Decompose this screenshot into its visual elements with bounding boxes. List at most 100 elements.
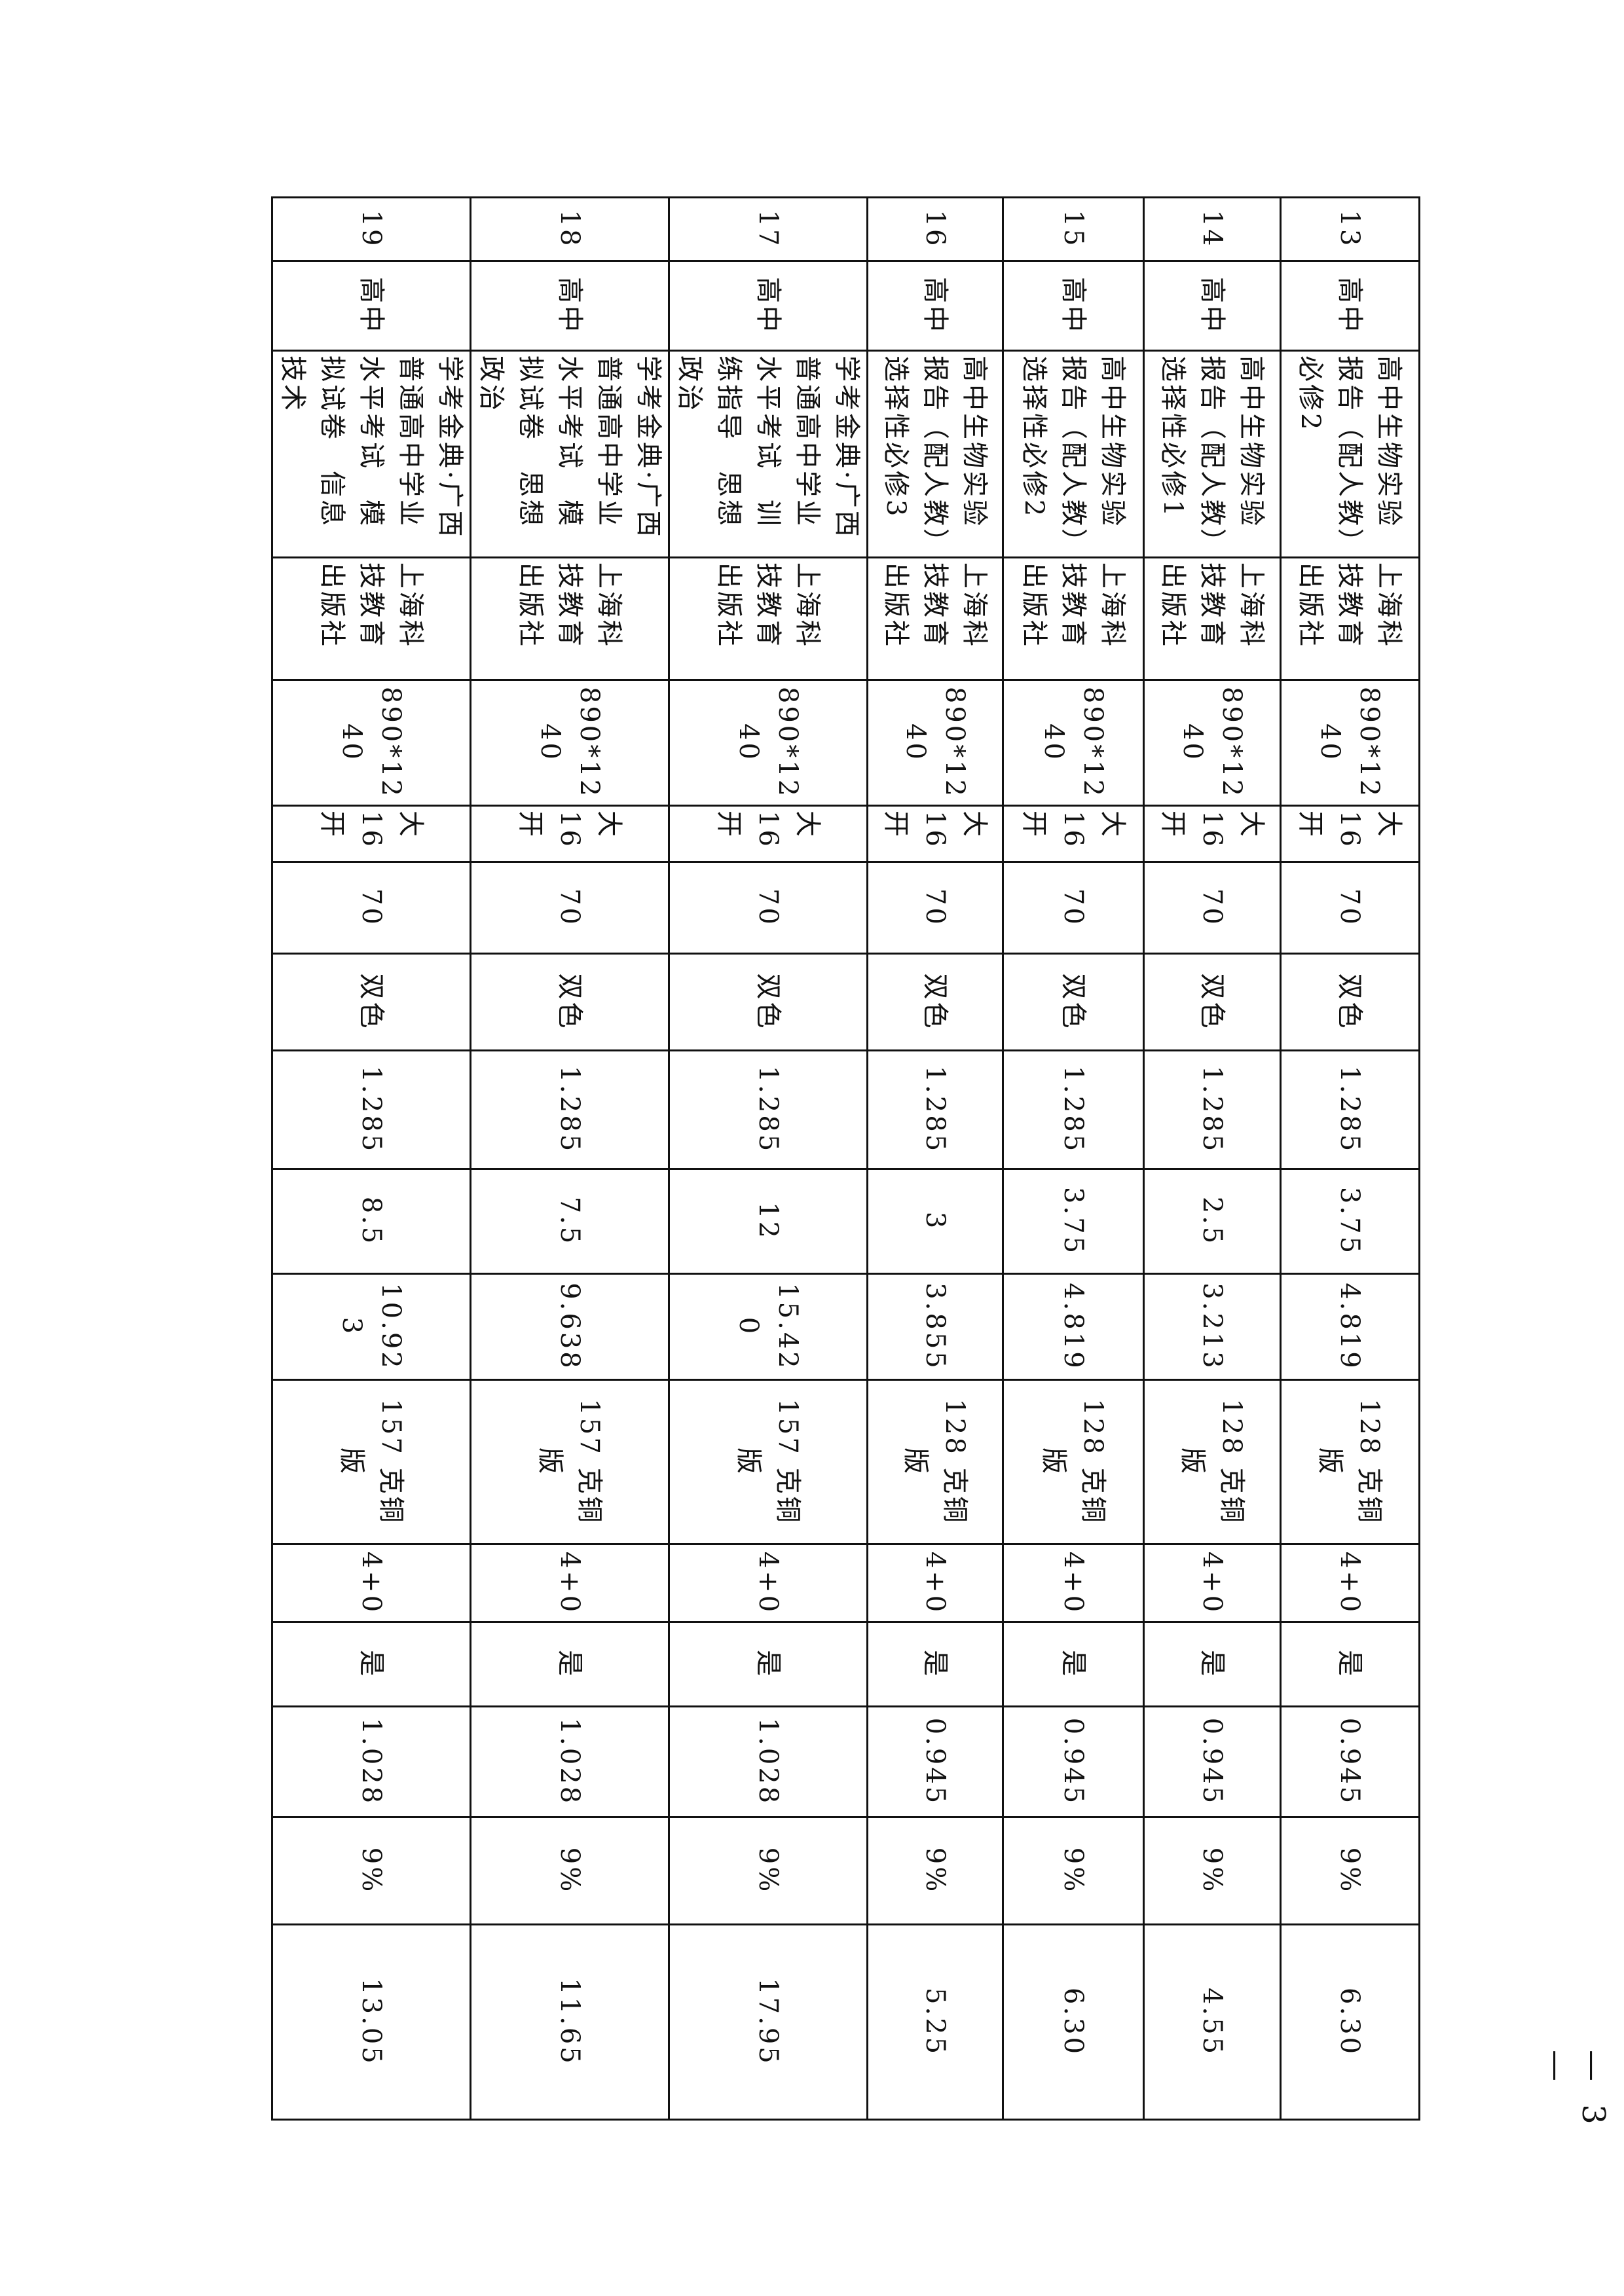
- cell-a: 70: [867, 862, 1003, 954]
- cell-print: 4+0: [272, 1544, 471, 1622]
- cell-level: 高中: [470, 261, 669, 351]
- cell-no: 17: [669, 197, 868, 261]
- cell-price: 4.55: [1143, 1924, 1281, 2120]
- cell-color: 双色: [272, 953, 471, 1051]
- cell-paper: 157 克铜版: [272, 1379, 471, 1544]
- cell-color: 双色: [1143, 953, 1281, 1051]
- cell-print: 4+0: [1003, 1544, 1144, 1622]
- cell-level: 高中: [867, 261, 1003, 351]
- cell-publisher: 上海科技教育出版社: [470, 557, 669, 680]
- cell-format: 大16开: [272, 805, 471, 862]
- cell-rate: 9%: [470, 1817, 669, 1925]
- cell-c: 3: [867, 1169, 1003, 1274]
- table-row: 16 高中 高中生物实验报告（配人教）选择性必修3 上海科技教育出版社 890*1240…: [867, 197, 1003, 2120]
- cell-publisher: 上海科技教育出版社: [272, 557, 471, 680]
- cell-size: 890*1240: [669, 680, 868, 806]
- cell-e: 0.945: [1003, 1706, 1144, 1817]
- cell-a: 70: [669, 862, 868, 954]
- cell-rate: 9%: [272, 1817, 471, 1925]
- cell-price: 11.65: [470, 1924, 669, 2120]
- cell-paper: 157 克铜版: [470, 1379, 669, 1544]
- cell-paper: 128 克铜版: [1143, 1379, 1281, 1544]
- cell-d: 9.638: [470, 1273, 669, 1380]
- cell-a: 70: [1003, 862, 1144, 954]
- cell-level: 高中: [669, 261, 868, 351]
- cell-title: 学考金典·广西普通高中学业水平考试 模拟试卷 思想政治: [470, 350, 669, 558]
- cell-a: 70: [1280, 862, 1420, 954]
- cell-no: 19: [272, 197, 471, 261]
- cell-e: 0.945: [867, 1706, 1003, 1817]
- cell-b: 1.285: [470, 1050, 669, 1169]
- cell-d: 15.420: [669, 1273, 868, 1380]
- cell-level: 高中: [272, 261, 471, 351]
- cell-d: 3.213: [1143, 1273, 1281, 1380]
- cell-yes: 是: [867, 1622, 1003, 1707]
- cell-paper: 128 克铜版: [1003, 1379, 1144, 1544]
- cell-yes: 是: [669, 1622, 868, 1707]
- cell-print: 4+0: [1143, 1544, 1281, 1622]
- cell-paper: 128 克铜版: [867, 1379, 1003, 1544]
- cell-a: 70: [470, 862, 669, 954]
- cell-rate: 9%: [867, 1817, 1003, 1925]
- cell-price: 17.95: [669, 1924, 868, 2120]
- cell-yes: 是: [1143, 1622, 1281, 1707]
- cell-rate: 9%: [1280, 1817, 1420, 1925]
- cell-print: 4+0: [1280, 1544, 1420, 1622]
- cell-b: 1.285: [1003, 1050, 1144, 1169]
- cell-level: 高中: [1003, 261, 1144, 351]
- cell-format: 大16开: [1143, 805, 1281, 862]
- cell-no: 16: [867, 197, 1003, 261]
- cell-print: 4+0: [867, 1544, 1003, 1622]
- cell-no: 13: [1280, 197, 1420, 261]
- cell-no: 14: [1143, 197, 1281, 261]
- cell-price: 13.05: [272, 1924, 471, 2120]
- cell-c: 12: [669, 1169, 868, 1274]
- cell-c: 2.5: [1143, 1169, 1281, 1274]
- rotated-table-container: 13 高中 高中生物实验报告（配人教）必修2 上海科技教育出版社 890*1240 大16…: [272, 196, 1420, 2120]
- cell-color: 双色: [867, 953, 1003, 1051]
- cell-a: 70: [272, 862, 471, 954]
- cell-level: 高中: [1143, 261, 1281, 351]
- cell-paper: 128 克铜版: [1280, 1379, 1420, 1544]
- cell-b: 1.285: [1280, 1050, 1420, 1169]
- cell-title: 高中生物实验报告（配人教）必修2: [1280, 350, 1420, 558]
- cell-print: 4+0: [470, 1544, 669, 1622]
- price-table: 13 高中 高中生物实验报告（配人教）必修2 上海科技教育出版社 890*1240 大16…: [271, 196, 1420, 2121]
- cell-publisher: 上海科技教育出版社: [1143, 557, 1281, 680]
- cell-title: 高中生物实验报告（配人教）选择性必修2: [1003, 350, 1144, 558]
- table-row: 18 高中 学考金典·广西普通高中学业水平考试 模拟试卷 思想政治 上海科技教育出版社…: [470, 197, 669, 2120]
- cell-rate: 9%: [1003, 1817, 1144, 1925]
- cell-format: 大16开: [867, 805, 1003, 862]
- cell-level: 高中: [1280, 261, 1420, 351]
- cell-b: 1.285: [272, 1050, 471, 1169]
- cell-e: 1.028: [272, 1706, 471, 1817]
- cell-publisher: 上海科技教育出版社: [1280, 557, 1420, 680]
- cell-price: 6.30: [1280, 1924, 1420, 2120]
- cell-price: 5.25: [867, 1924, 1003, 2120]
- cell-e: 1.028: [669, 1706, 868, 1817]
- cell-d: 4.819: [1003, 1273, 1144, 1380]
- cell-d: 4.819: [1280, 1273, 1420, 1380]
- cell-b: 1.285: [1143, 1050, 1281, 1169]
- cell-price: 6.30: [1003, 1924, 1144, 2120]
- cell-size: 890*1240: [1280, 680, 1420, 806]
- cell-size: 890*1240: [470, 680, 669, 806]
- cell-title: 学考金典·广西普通高中学业水平考试 训练指导 思想政治: [669, 350, 868, 558]
- cell-color: 双色: [1280, 953, 1420, 1051]
- table-row: 15 高中 高中生物实验报告（配人教）选择性必修2 上海科技教育出版社 890*1240…: [1003, 197, 1144, 2120]
- cell-no: 18: [470, 197, 669, 261]
- cell-title: 高中生物实验报告（配人教）选择性必修3: [867, 350, 1003, 558]
- cell-title: 高中生物实验报告（配人教）选择性必修1: [1143, 350, 1281, 558]
- cell-color: 双色: [1003, 953, 1144, 1051]
- cell-paper: 157 克铜版: [669, 1379, 868, 1544]
- cell-format: 大16开: [1280, 805, 1420, 862]
- cell-e: 0.945: [1143, 1706, 1281, 1817]
- cell-c: 7.5: [470, 1169, 669, 1274]
- cell-d: 3.855: [867, 1273, 1003, 1380]
- cell-size: 890*1240: [272, 680, 471, 806]
- cell-size: 890*1240: [1143, 680, 1281, 806]
- cell-title: 学考金典·广西普通高中学业水平考试 模拟试卷 信息技术: [272, 350, 471, 558]
- cell-no: 15: [1003, 197, 1144, 261]
- cell-format: 大16开: [470, 805, 669, 862]
- cell-b: 1.285: [669, 1050, 868, 1169]
